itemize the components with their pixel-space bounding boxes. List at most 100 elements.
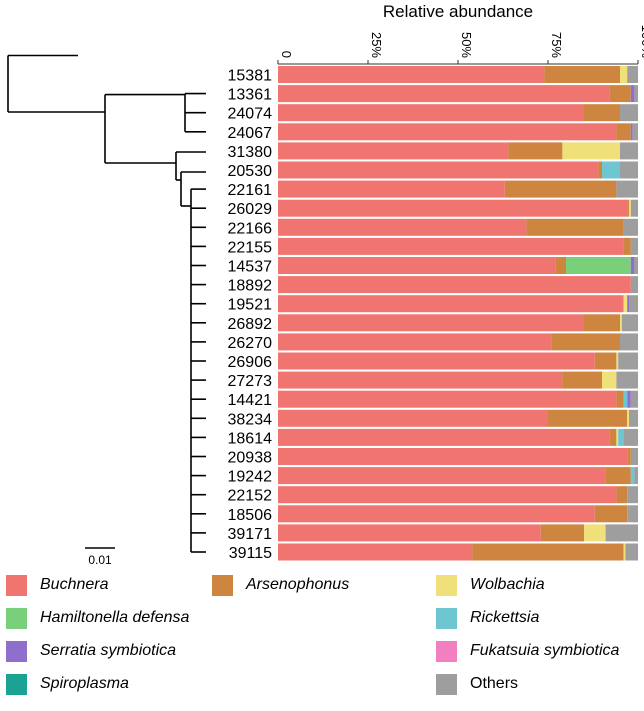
bar-row xyxy=(278,409,638,427)
bar-row xyxy=(278,352,638,370)
bar-segment xyxy=(602,371,617,389)
bar-segment xyxy=(623,428,638,446)
bar-segment xyxy=(278,486,617,504)
bar-segment xyxy=(620,104,638,122)
legend-item: Others xyxy=(436,669,518,699)
bar-row xyxy=(278,505,638,523)
bar-row xyxy=(278,371,638,389)
bar-row xyxy=(278,66,638,83)
bar-segment xyxy=(594,505,628,523)
bar-segment xyxy=(278,543,473,561)
stacked-bars xyxy=(278,66,638,561)
bar-segment xyxy=(278,276,631,294)
bar-segment xyxy=(627,486,638,504)
bar-segment xyxy=(630,85,635,103)
bar-segment xyxy=(602,161,620,179)
bar-segment xyxy=(278,180,505,198)
legend-item: Fukatsuia symbiotica xyxy=(436,636,619,666)
bar-segment xyxy=(278,505,595,523)
bar-segment xyxy=(278,161,599,179)
bar-segment xyxy=(627,448,631,465)
bar-row xyxy=(278,180,638,198)
bar-segment xyxy=(562,142,620,160)
bar-segment xyxy=(623,237,631,255)
legend-label: Arsenophonus xyxy=(246,576,350,593)
legend-item: Wolbachia xyxy=(436,570,545,600)
bar-segment xyxy=(278,104,584,122)
bar-segment xyxy=(630,237,638,255)
bar-row xyxy=(278,85,638,103)
bar-segment xyxy=(627,199,629,217)
bar-row xyxy=(278,199,638,217)
bar-segment xyxy=(623,543,626,561)
bar-segment xyxy=(618,428,624,446)
legend-item: Hamiltonella defensa xyxy=(6,603,189,633)
bar-segment xyxy=(634,85,638,103)
bar-segment xyxy=(278,352,595,370)
bar-segment xyxy=(629,199,631,217)
bar-row xyxy=(278,428,638,446)
legend-label: Hamiltonella defensa xyxy=(40,609,190,626)
bar-segment xyxy=(632,123,638,141)
bar-segment xyxy=(627,409,629,427)
bar-segment xyxy=(630,467,635,485)
bar-segment xyxy=(278,409,548,427)
bar-row xyxy=(278,314,638,332)
legend-item: Arsenophonus xyxy=(212,570,349,600)
bar-segment xyxy=(620,333,638,351)
legend-swatch xyxy=(6,574,27,596)
bar-segment xyxy=(616,180,638,198)
bar-row xyxy=(278,257,638,274)
abundance-figure: Relative abundance 0 25% 50% 75% 100% 153811… xyxy=(7,2,644,566)
bar-segment xyxy=(551,333,620,351)
bar-segment xyxy=(630,448,638,465)
sample-label: 18614 xyxy=(228,430,273,447)
x-axis-ticks: 0 25% 50% 75% 100% xyxy=(277,25,644,65)
sample-label: 15381 xyxy=(228,68,273,85)
sample-label: 18506 xyxy=(228,507,273,524)
sample-label: 26906 xyxy=(228,354,273,371)
bar-segment xyxy=(598,161,602,179)
bar-segment xyxy=(634,467,638,485)
sample-label: 24067 xyxy=(228,125,273,142)
sample-label: 14421 xyxy=(228,392,273,409)
tree-scale-bar: 0.01 xyxy=(85,547,115,566)
bar-segment xyxy=(616,371,638,389)
sample-label: 18892 xyxy=(228,278,273,295)
bar-segment xyxy=(623,218,638,236)
bar-segment xyxy=(526,218,624,236)
bar-segment xyxy=(278,218,527,236)
bar-segment xyxy=(627,390,631,408)
bar-segment xyxy=(278,467,606,485)
legend-swatch xyxy=(6,607,27,629)
bar-segment xyxy=(278,257,556,274)
bar-segment xyxy=(609,428,617,446)
bar-segment xyxy=(620,142,638,160)
x-tick-label: 0 xyxy=(279,51,294,58)
bar-segment xyxy=(566,257,631,274)
phylogenetic-tree xyxy=(7,54,206,553)
bar-segment xyxy=(278,371,563,389)
bar-segment xyxy=(630,390,638,408)
bar-row xyxy=(278,333,638,351)
bar-segment xyxy=(630,123,633,141)
bar-segment xyxy=(472,543,624,561)
bar-segment xyxy=(627,66,638,83)
bar-segment xyxy=(584,314,620,332)
bar-segment xyxy=(616,352,619,370)
bar-segment xyxy=(540,524,584,542)
bar-segment xyxy=(616,428,619,446)
legend-swatch xyxy=(436,673,457,695)
bar-segment xyxy=(609,85,631,103)
bar-segment xyxy=(625,543,638,561)
bar-row xyxy=(278,218,638,236)
bar-segment xyxy=(620,161,638,179)
bar-segment xyxy=(623,390,628,408)
bar-segment xyxy=(623,295,628,313)
legend-label: Serratia symbiotica xyxy=(40,642,177,659)
sample-label: 13361 xyxy=(228,87,273,104)
legend-label: Fukatsuia symbiotica xyxy=(470,642,620,659)
bar-segment xyxy=(278,390,617,408)
bar-row xyxy=(278,123,638,141)
bar-segment xyxy=(630,257,635,274)
